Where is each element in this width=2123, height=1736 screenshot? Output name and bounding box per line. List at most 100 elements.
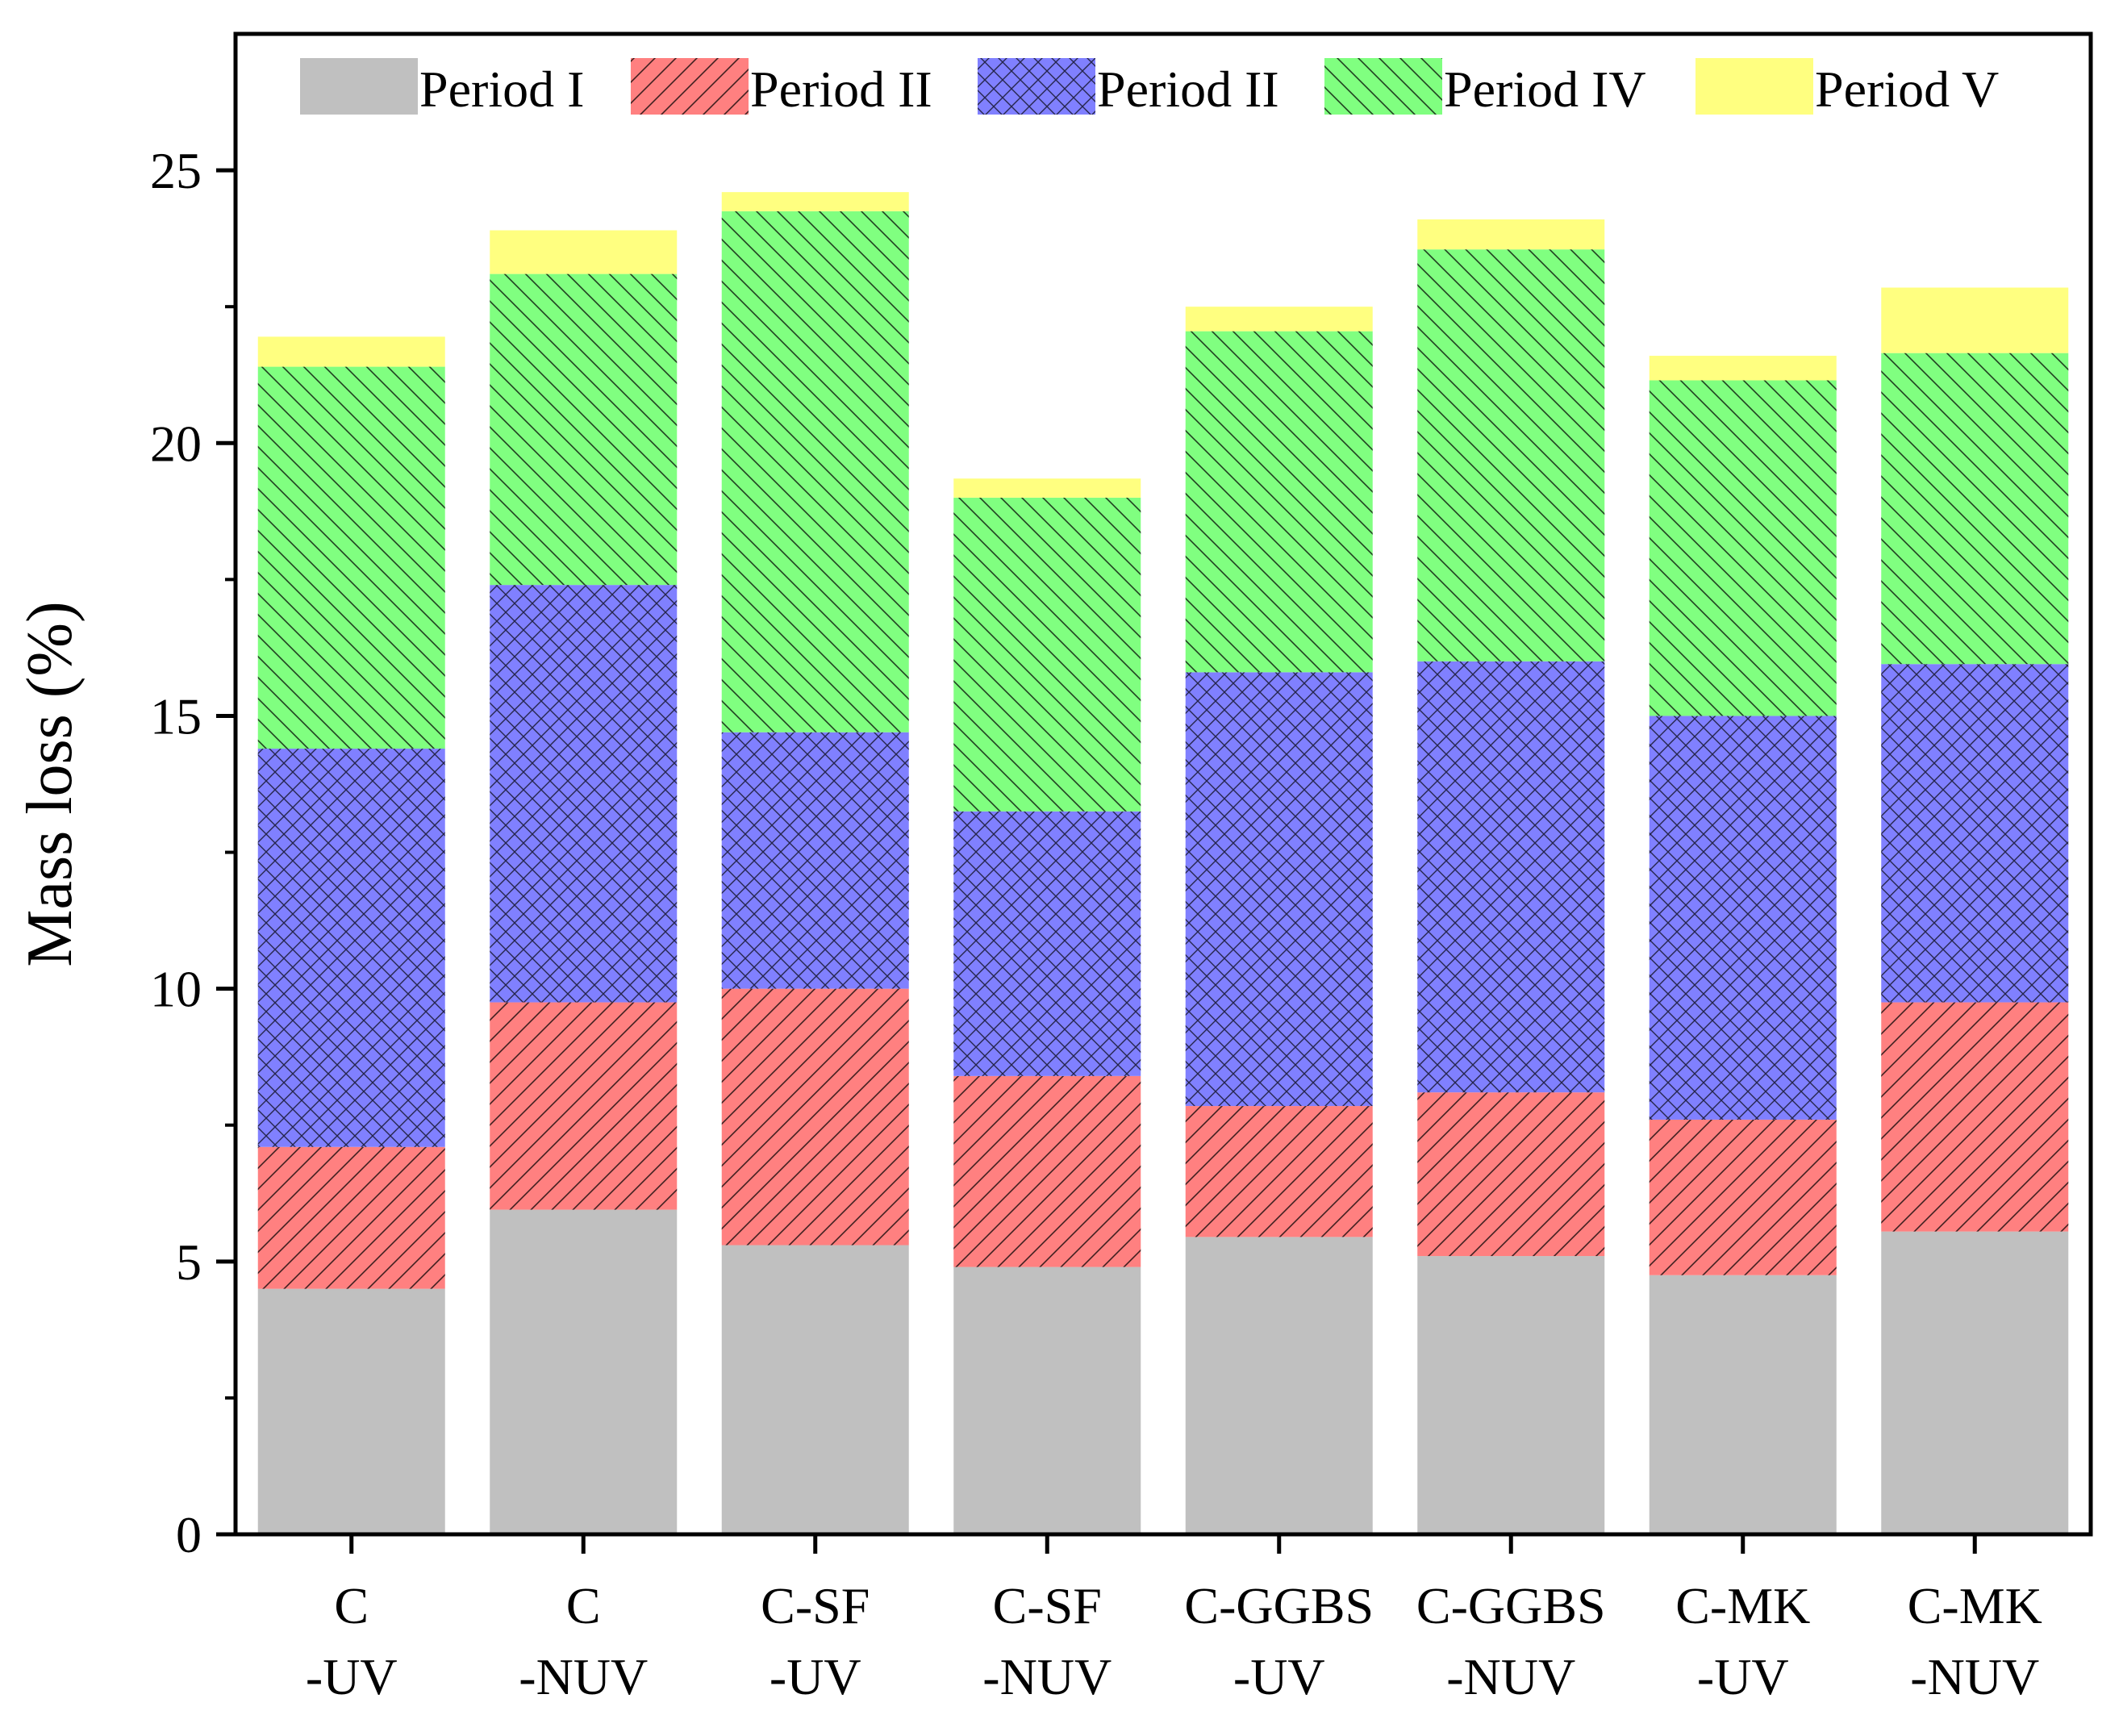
x-tick-label-line1: C-GGBS	[1416, 1577, 1606, 1634]
legend-item: Period I	[300, 58, 584, 118]
bar-segment	[953, 1267, 1141, 1534]
bar-segment	[953, 497, 1141, 812]
y-axis-label: Mass loss (%)	[15, 601, 86, 966]
bar-segment-hatch	[721, 732, 909, 989]
x-axis: C -UV C -NUV C-SF -UV C-SF -NUV C-GGBS -UV C-GGBS -…	[306, 1534, 2042, 1705]
bar-segment	[257, 749, 445, 1147]
bar-segment-hatch	[1185, 1106, 1373, 1237]
bar-segment	[953, 811, 1141, 1076]
bar-segment	[257, 1288, 445, 1534]
bar-segment-fill	[257, 1288, 445, 1534]
x-tick-label: C -NUV	[519, 1577, 648, 1705]
y-tick-label: 5	[176, 1233, 202, 1291]
bar-segment	[1417, 219, 1605, 250]
bar-segment-hatch	[1185, 672, 1373, 1107]
legend-label: Period V	[1815, 61, 1999, 118]
legend-label: Period I	[419, 61, 584, 118]
y-tick-label: 15	[150, 687, 202, 745]
y-tick-label: 10	[150, 961, 202, 1018]
bar-segment-hatch	[1417, 1092, 1605, 1257]
bar-segment-fill	[1185, 1237, 1373, 1534]
y-tick-label: 20	[150, 415, 202, 472]
bar-segment	[721, 192, 909, 211]
bar-segment	[257, 366, 445, 749]
bar-segment	[721, 211, 909, 732]
x-tick-label-line2: -UV	[306, 1648, 398, 1705]
bar-segment	[1185, 331, 1373, 673]
bar-segment	[1417, 249, 1605, 661]
bar-segment-hatch	[257, 1146, 445, 1289]
bar-segment-hatch	[721, 988, 909, 1246]
legend-item: Period II	[631, 58, 932, 118]
bar-segment-hatch	[490, 585, 678, 1003]
bar-segment-hatch	[1185, 331, 1373, 673]
legend-swatch-hatch	[978, 58, 1095, 115]
x-tick-label-line1: C	[334, 1577, 369, 1634]
legend-label: Period II	[750, 61, 932, 118]
bar-segment-fill	[1185, 307, 1373, 332]
bar-segment	[257, 336, 445, 367]
bar-segment-fill	[257, 336, 445, 367]
legend-item: Period V	[1695, 58, 1999, 118]
bar-segment-fill	[1417, 219, 1605, 250]
bar-segment-fill	[953, 478, 1141, 498]
y-tick-label: 0	[176, 1506, 202, 1563]
bar-segment	[1185, 1106, 1373, 1237]
bar-segment	[257, 1146, 445, 1289]
bar-segment	[1649, 1275, 1837, 1534]
bar-segment	[1185, 672, 1373, 1107]
bar-segment-fill	[1649, 356, 1837, 381]
bar-segment-fill	[953, 1267, 1141, 1534]
bar-segment-hatch	[953, 811, 1141, 1076]
bar-segment	[1185, 1237, 1373, 1534]
bar-segment-hatch	[1649, 1119, 1837, 1275]
x-tick-label-line2: -NUV	[1446, 1648, 1575, 1705]
x-tick-label-line1: C	[566, 1577, 601, 1634]
legend-swatch-hatch	[1324, 58, 1442, 115]
legend-swatch	[300, 58, 418, 115]
bar-segment-hatch	[1417, 661, 1605, 1093]
x-tick-label-line2: -UV	[1233, 1648, 1325, 1705]
bar-segment-hatch	[953, 1075, 1141, 1267]
bar-segment-fill	[721, 192, 909, 211]
bar-segment-hatch	[1881, 664, 2069, 1003]
legend: Period I Period II Period II Period IV Perio…	[300, 58, 1999, 118]
bar-segment	[953, 1075, 1141, 1267]
legend-label: Period II	[1097, 61, 1279, 118]
bar-segment-hatch	[257, 366, 445, 749]
x-tick-label-line1: C-GGBS	[1184, 1577, 1374, 1634]
bar-segment	[490, 585, 678, 1003]
bar-segment-fill	[721, 1245, 909, 1534]
bar-segment	[1881, 287, 2069, 353]
bar-segment	[1881, 1231, 2069, 1534]
bar-segment	[1417, 661, 1605, 1093]
bar-segment	[953, 478, 1141, 498]
bar-segment-hatch	[953, 497, 1141, 812]
x-tick-label-line1: C-MK	[1908, 1577, 2042, 1634]
legend-item: Period II	[978, 58, 1279, 118]
x-tick-label-line2: -NUV	[982, 1648, 1112, 1705]
bar-segment-hatch	[1649, 716, 1837, 1120]
bar-segment	[1185, 307, 1373, 332]
x-tick-label-line2: -NUV	[1910, 1648, 2039, 1705]
legend-item: Period IV	[1324, 58, 1646, 118]
bar-segment-fill	[490, 230, 678, 274]
x-tick-label-line2: -NUV	[519, 1648, 648, 1705]
bar-segment	[1881, 664, 2069, 1003]
bar-segment-hatch	[721, 211, 909, 732]
y-tick-label: 25	[150, 142, 202, 199]
x-tick-label: C-SF -UV	[761, 1577, 870, 1705]
bar-segment	[1417, 1256, 1605, 1534]
legend-swatch-hatch	[631, 58, 749, 115]
x-tick-label: C-SF -NUV	[982, 1577, 1112, 1705]
bar-segment	[490, 1209, 678, 1534]
bar-segment-fill	[1417, 1256, 1605, 1534]
y-axis: 0 5 10 15 20 25	[150, 142, 236, 1563]
x-tick-label: C -UV	[306, 1577, 398, 1705]
bar-segment	[490, 230, 678, 274]
bar-segment	[1649, 356, 1837, 381]
bar-segment-hatch	[1881, 1002, 2069, 1232]
bar-segment	[1649, 1119, 1837, 1275]
x-tick-label: C-GGBS -NUV	[1416, 1577, 1606, 1705]
